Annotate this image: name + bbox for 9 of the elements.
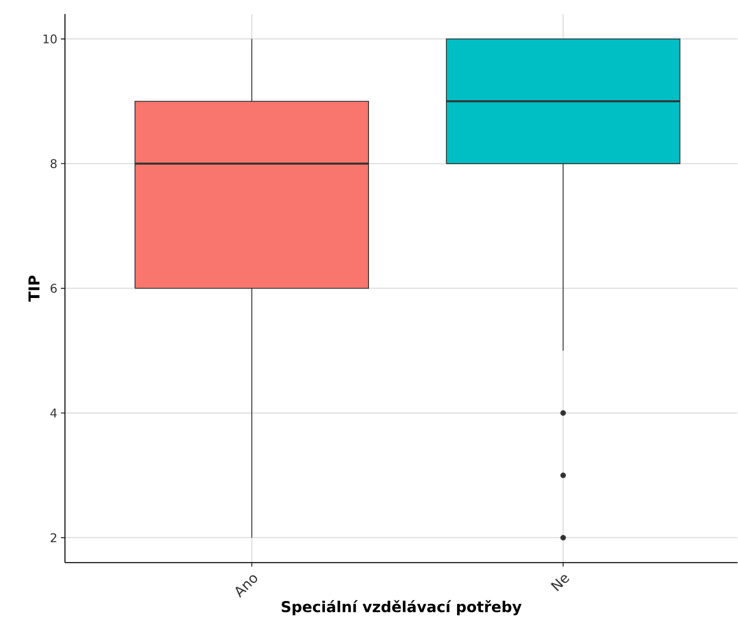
y-tick-label: 4	[50, 408, 57, 418]
y-axis-title: TIP	[28, 276, 40, 302]
x-axis-title: Speciální vzdělávací potřeby	[282, 600, 522, 616]
x-tick-label: Ne	[550, 575, 570, 592]
y-tick-label: 10	[44, 34, 57, 44]
y-tick-label: 2	[50, 533, 56, 542]
y-tick-label: 8	[50, 159, 57, 168]
x-tick-label: Ano	[236, 575, 258, 598]
y-tick-label: 6	[50, 284, 57, 294]
